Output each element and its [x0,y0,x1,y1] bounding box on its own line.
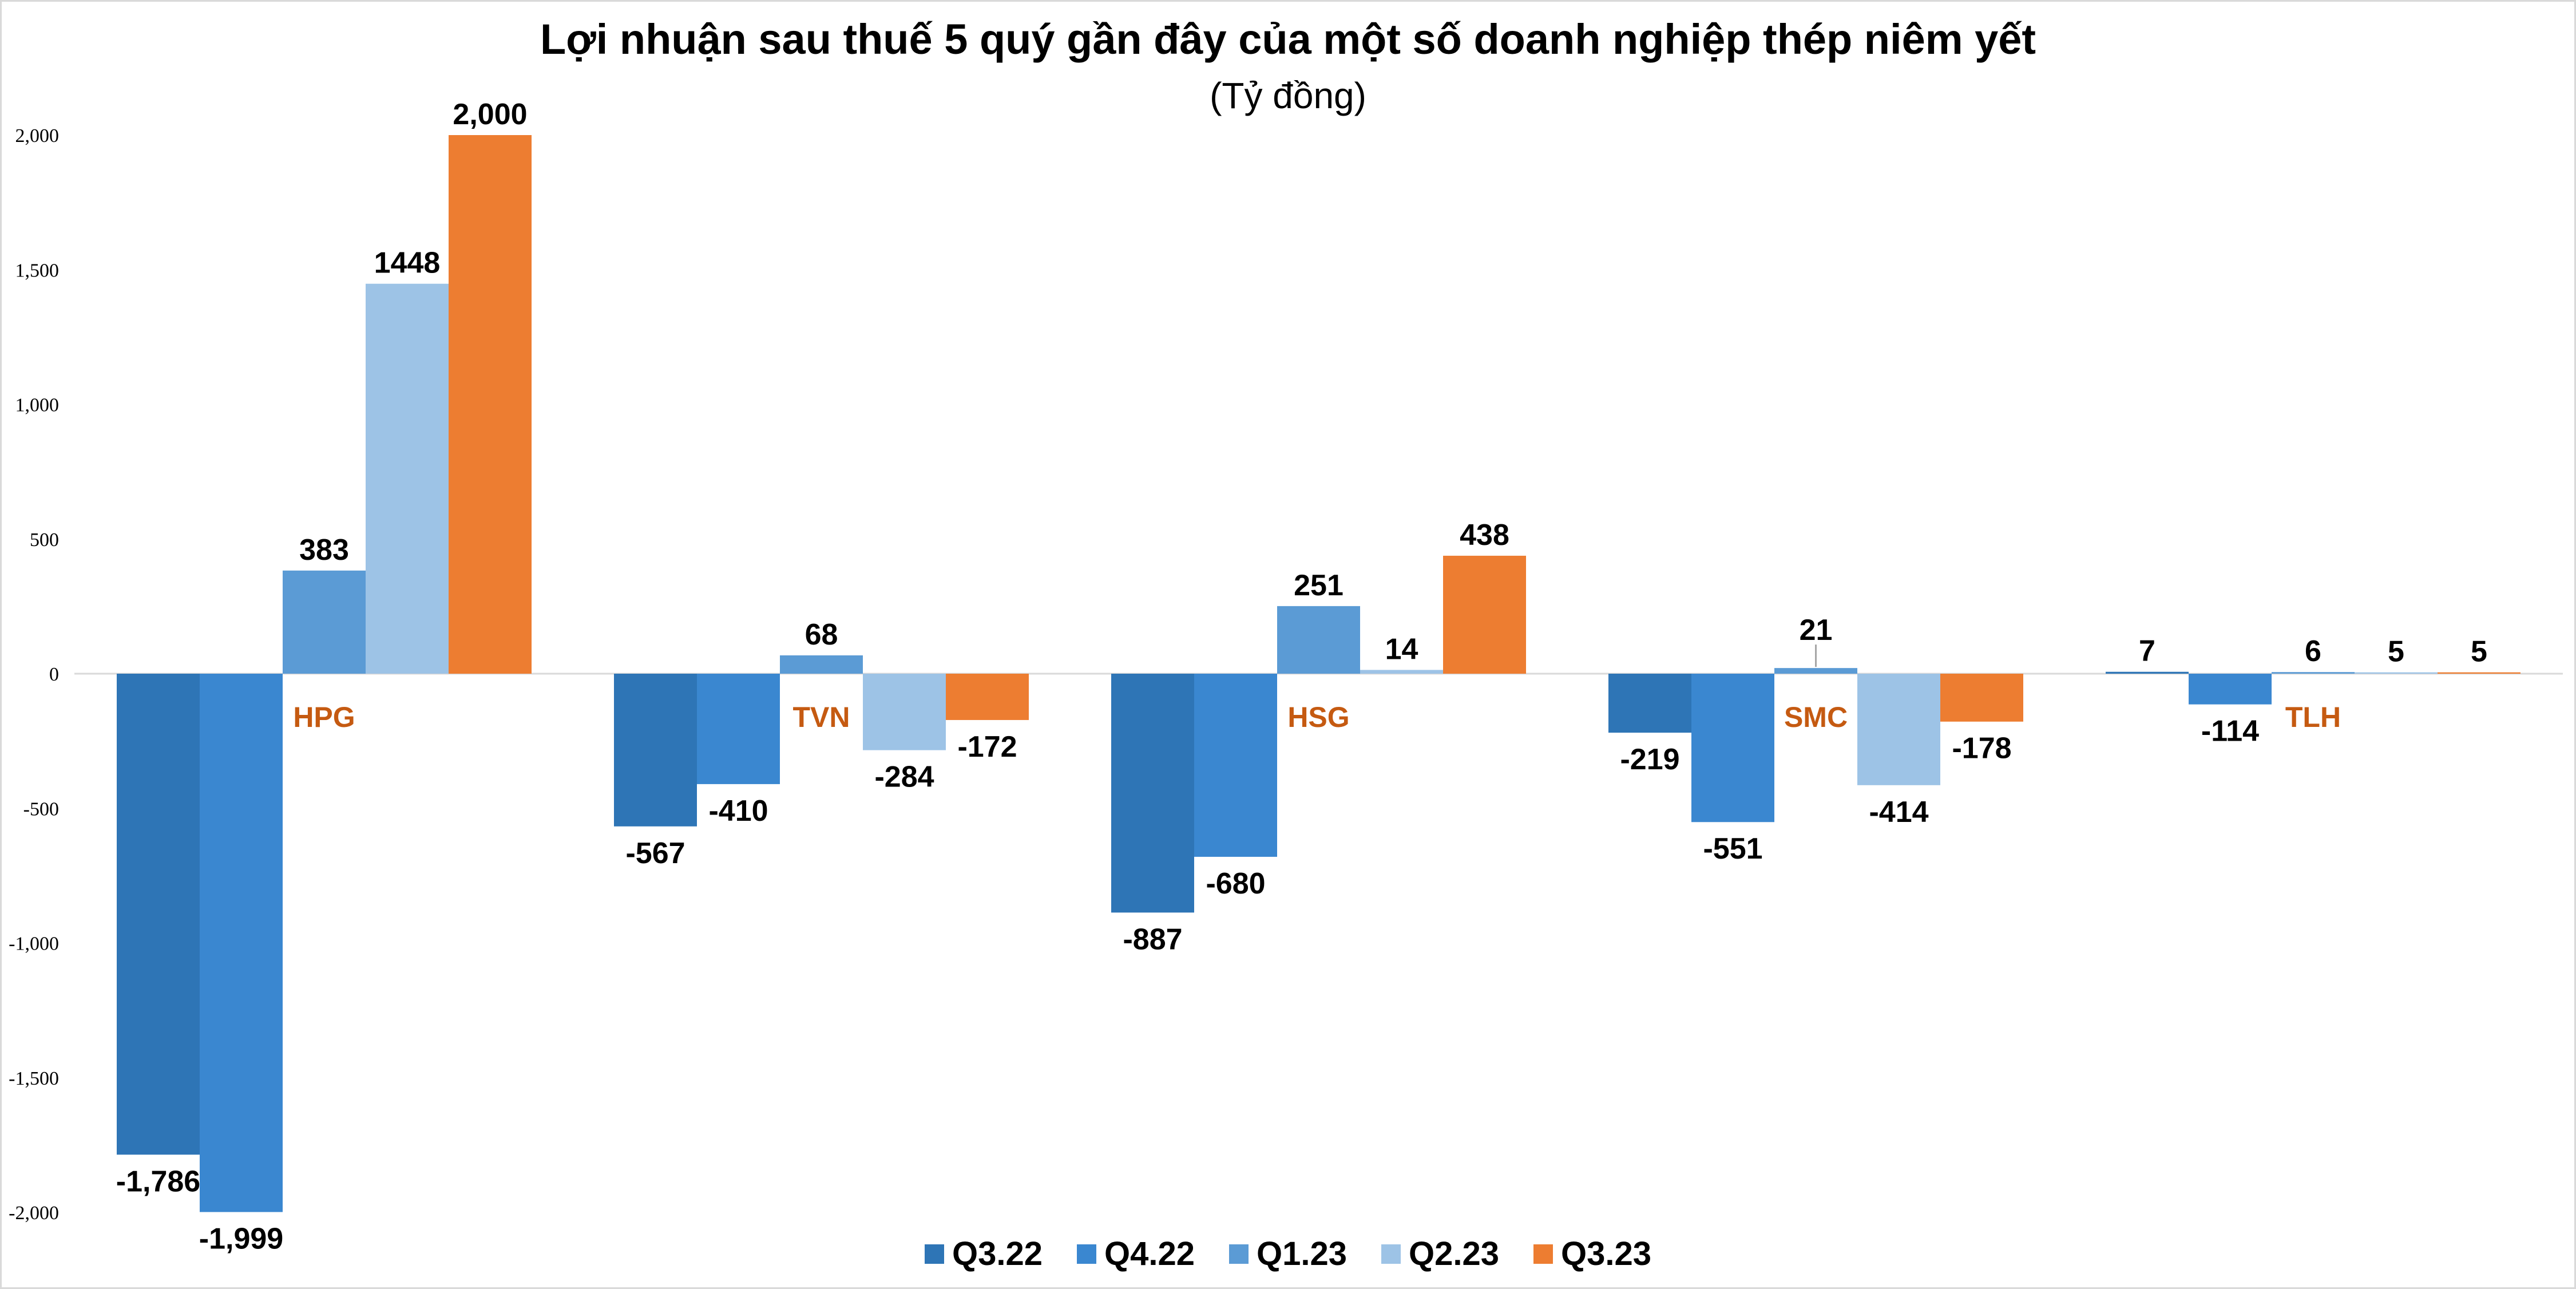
legend-label: Q3.22 [952,1235,1043,1272]
bar-smc-q3-22 [1608,674,1691,733]
legend-swatch [925,1244,944,1264]
bar-tvn-q1-23 [780,655,863,674]
data-label: 68 [805,618,838,651]
category-label: TVN [793,701,850,733]
bar-hpg-q1-23 [283,570,366,674]
data-label: 438 [1460,519,1509,552]
data-label: -284 [874,761,934,794]
bar-tlh-q3-23 [2438,672,2520,674]
y-tick-label: 0 [49,664,59,685]
legend-item-q2-23: Q2.23 [1381,1234,1499,1274]
legend-label: Q1.23 [1257,1235,1347,1272]
bar-hsg-q2-23 [1360,670,1443,674]
bars [117,135,2520,1212]
bar-hsg-q3-22 [1111,674,1194,913]
data-label: -114 [2201,715,2259,748]
bar-tvn-q3-22 [614,674,697,827]
bar-tvn-q2-23 [863,674,946,750]
data-label: 6 [2305,635,2321,668]
y-tick-label: -1,500 [9,1068,59,1089]
legend-label: Q4.22 [1104,1235,1195,1272]
data-label: 7 [2139,635,2155,668]
bar-hpg-q2-23 [366,283,449,674]
data-label: -887 [1123,923,1182,956]
legend-swatch [1533,1244,1553,1264]
chart-title: Lợi nhuận sau thuế 5 quý gần đây của một… [540,15,2036,63]
legend-swatch [1077,1244,1096,1264]
bar-smc-q3-23 [1940,674,2023,722]
data-label: 383 [299,533,349,567]
category-label: TLH [2285,701,2341,733]
legend-swatch [1229,1244,1249,1264]
bar-hsg-q1-23 [1277,606,1360,674]
y-tick-label: 2,000 [15,125,60,147]
bar-hpg-q4-22 [200,674,283,1212]
legend: Q3.22 Q4.22 Q1.23 Q2.23 Q3.23 [0,1234,2576,1274]
chart-subtitle: (Tỷ đồng) [1210,75,1366,116]
legend-item-q1-23: Q1.23 [1229,1234,1347,1274]
data-label: -172 [957,730,1017,764]
bar-tvn-q4-22 [697,674,780,784]
data-label: -410 [708,794,768,828]
legend-item-q3-23: Q3.23 [1533,1234,1651,1274]
data-label: -178 [1952,732,2011,765]
bar-smc-q2-23 [1857,674,1940,785]
data-label: 2,000 [453,98,527,131]
bar-hsg-q3-23 [1443,555,1526,674]
legend-item-q3-22: Q3.22 [925,1234,1043,1274]
data-label: -414 [1869,796,1928,829]
bar-tlh-q4-22 [2189,674,2272,705]
y-tick-label: -1,000 [9,934,59,955]
data-label: -551 [1703,832,1762,865]
bar-tlh-q3-22 [2106,671,2189,674]
data-label: -567 [625,837,685,870]
bar-hpg-q3-23 [449,135,532,674]
y-tick-label: -500 [23,798,59,820]
data-label: 5 [2471,635,2487,669]
legend-item-q4-22: Q4.22 [1077,1234,1195,1274]
category-labels: HPG TVN HSG SMC TLH [293,701,2341,733]
data-label: -219 [1620,743,1679,776]
y-tick-label: 500 [30,529,59,551]
data-label: 1448 [374,247,441,280]
data-label: -1,786 [116,1165,200,1198]
category-label: SMC [1784,701,1848,733]
category-label: HPG [293,701,355,733]
data-label: 251 [1294,569,1344,602]
y-tick-label: -2,000 [9,1203,59,1224]
y-tick-label: 1,000 [15,395,60,416]
data-label: -1,999 [199,1223,283,1256]
bar-tlh-q1-23 [2272,672,2355,674]
y-axis-tick-labels: 2,000 1,500 1,000 500 0 -500 -1,000 -1,500 -2,00… [9,125,59,1224]
data-labels: -1,786 -567 -887 -219 7 -1,999 -410 -680 -551 -11… [116,98,2487,1256]
data-label: 14 [1385,632,1418,666]
bar-tvn-q3-23 [946,674,1029,720]
legend-label: Q2.23 [1409,1235,1499,1272]
bar-hsg-q4-22 [1194,674,1277,857]
bar-smc-q4-22 [1691,674,1774,823]
data-label: 21 [1800,614,1833,647]
y-tick-label: 1,500 [15,260,60,281]
bar-smc-q1-23 [1774,668,1857,674]
data-label: 5 [2388,635,2404,669]
bar-hpg-q3-22 [117,674,200,1155]
legend-label: Q3.23 [1561,1235,1651,1272]
bar-tlh-q2-23 [2355,672,2438,674]
category-label: HSG [1287,701,1349,733]
data-label: -680 [1206,867,1265,900]
legend-swatch [1381,1244,1401,1264]
